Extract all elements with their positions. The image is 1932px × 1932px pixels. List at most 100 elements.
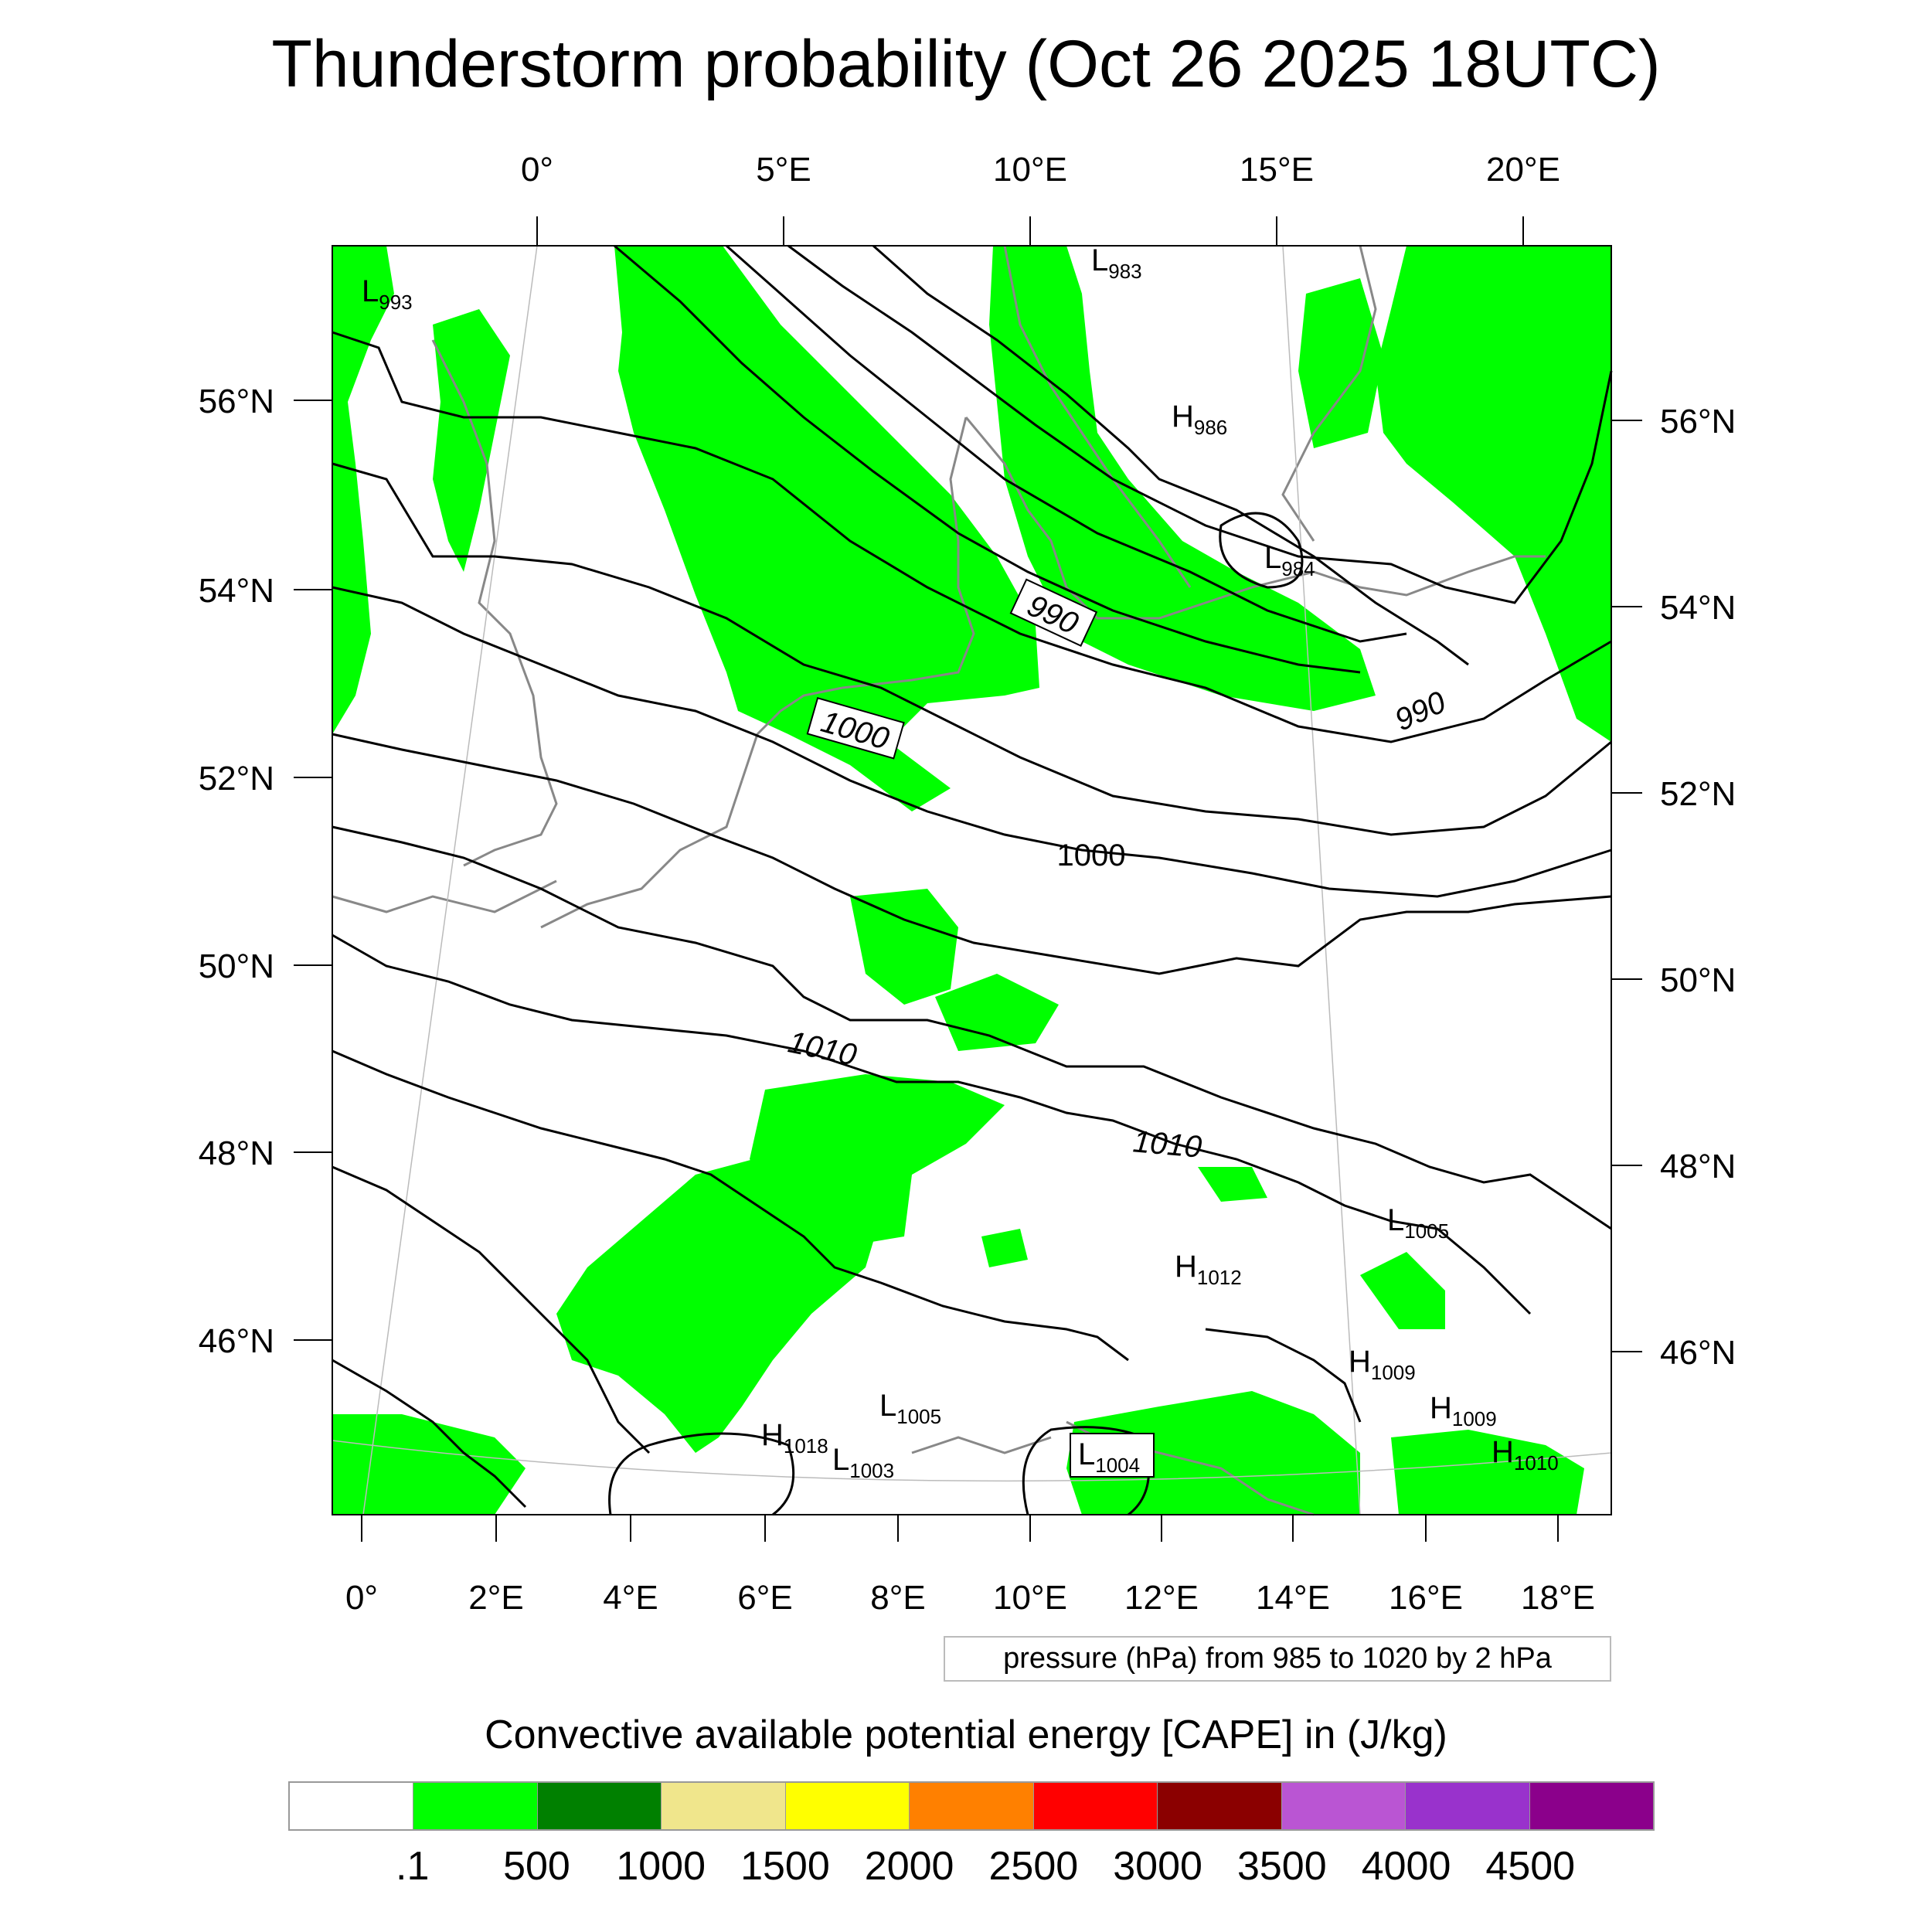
isobar-17	[1022, 1426, 1151, 1516]
pressure-center-high: H1010	[1492, 1435, 1559, 1475]
cape-area-belgium	[850, 889, 958, 1005]
colorbar-swatch	[413, 1783, 538, 1829]
isobar-8	[332, 733, 1612, 975]
left-axis-labels: 56°N 54°N 52°N 50°N 48°N 46°N	[199, 383, 274, 1360]
pressure-center-high: H1018	[761, 1418, 828, 1458]
cape-area-denmark-baltic	[989, 246, 1376, 711]
cape-area-france-south	[556, 1144, 889, 1453]
pressure-center-low: L1005	[1387, 1203, 1449, 1243]
pressure-center-low: L993	[362, 274, 413, 314]
plot-frame	[332, 245, 1612, 1515]
isobar-6	[332, 462, 1612, 836]
cape-area-hungary	[1360, 1252, 1445, 1329]
colorbar-swatch	[1281, 1783, 1406, 1829]
pressure-center-low: L984	[1264, 541, 1315, 580]
isobar-labels: 990 990 1000 1000 1010 1010	[785, 578, 1451, 1165]
bottom-lon-label: 12°E	[1124, 1579, 1199, 1617]
bottom-lon-label: 0°	[345, 1579, 378, 1617]
isobar-label-1010-b: 1010	[1131, 1124, 1202, 1165]
colorbar-swatch	[785, 1783, 910, 1829]
isobar-7	[332, 586, 1612, 898]
coastline-layer	[332, 245, 1546, 1516]
isobar-2	[726, 244, 1407, 643]
left-lat-label: 46°N	[199, 1322, 274, 1360]
colorbar-label: 4500	[1485, 1844, 1576, 1889]
pressure-center-box: L1004	[1070, 1433, 1155, 1478]
colorbar-label: 1500	[740, 1844, 830, 1889]
pressure-center-high: H1012	[1175, 1250, 1242, 1289]
cape-area-uk-west	[332, 246, 394, 734]
top-lon-label: 5°E	[756, 151, 811, 189]
colorbar-label: 2000	[864, 1844, 954, 1889]
isobar-3	[787, 244, 1613, 604]
coast-denmark	[964, 417, 1253, 620]
right-lat-label: 46°N	[1660, 1334, 1736, 1372]
colorbar-swatch	[662, 1783, 786, 1829]
coast-uk-east	[431, 339, 558, 867]
colorbar-swatch	[290, 1783, 414, 1829]
right-lat-label: 50°N	[1660, 961, 1736, 999]
left-lat-label: 54°N	[199, 572, 274, 610]
right-axis-labels: 56°N 54°N 52°N 50°N 48°N 46°N	[1660, 403, 1736, 1372]
colorbar-label: 2500	[988, 1844, 1079, 1889]
top-lon-label: 15°E	[1240, 151, 1314, 189]
pressure-centers: L993 L983 H986 L984 L1005 H1012 H1009 H1…	[362, 243, 1559, 1482]
isobar-value: 1000	[1057, 838, 1126, 872]
colorbar-label: 4000	[1361, 1844, 1451, 1889]
isobar-16	[608, 1432, 795, 1516]
cape-area-spain-northeast	[332, 1414, 526, 1515]
colorbar-swatch	[1529, 1783, 1653, 1829]
coast-baltic-east	[1281, 245, 1377, 542]
coast-france-north	[540, 780, 743, 929]
colorbar-labels: .1 500 1000 1500 2000 2500 3000 3500 4000 4500	[288, 1843, 1655, 1889]
cape-fill-layer	[332, 246, 1611, 1515]
top-lon-label: 0°	[521, 151, 553, 189]
right-lat-label: 52°N	[1660, 775, 1736, 813]
pressure-center-low: L983	[1091, 243, 1142, 283]
pressure-center-high: H1009	[1349, 1345, 1416, 1384]
coast-uk-south	[332, 879, 557, 913]
isobar-10	[332, 934, 1532, 1315]
coast-poland	[1251, 555, 1546, 597]
colorbar-swatch	[1033, 1783, 1158, 1829]
parallel-45n	[332, 1440, 1612, 1482]
isobar-12	[332, 1165, 651, 1454]
coast-sweden	[1003, 245, 1192, 588]
isobar-value: 1010	[785, 1025, 859, 1073]
pressure-center-low: L1005	[879, 1389, 941, 1428]
colorbar-label: .1	[396, 1844, 430, 1889]
cape-area-czech	[1198, 1167, 1267, 1202]
isobar-1	[614, 244, 1361, 674]
chart-title: Thunderstorm probability (Oct 26 2025 18…	[271, 27, 1661, 101]
colorbar-swatch	[910, 1783, 1034, 1829]
isobar-13	[332, 1359, 527, 1509]
cape-area-balkans	[1391, 1430, 1584, 1515]
cape-area-north-sea-band	[614, 246, 1039, 811]
isobar-layer	[332, 244, 1613, 1516]
meridian-15e	[1282, 245, 1361, 1515]
top-lon-label: 10°E	[993, 151, 1067, 189]
bottom-lon-label: 8°E	[870, 1579, 925, 1617]
left-lat-label: 56°N	[199, 383, 274, 420]
right-lat-label: 48°N	[1660, 1148, 1736, 1185]
coast-italy-west	[911, 1436, 1052, 1454]
colorbar-swatch	[1406, 1783, 1530, 1829]
bottom-lon-label: 2°E	[468, 1579, 523, 1617]
top-axis-labels: 0° 5°E 10°E 15°E 20°E	[521, 151, 1560, 189]
colorbar-title: Convective available potential energy [C…	[485, 1713, 1447, 1757]
tick-marks	[294, 216, 1642, 1542]
bottom-lon-label: 16°E	[1389, 1579, 1463, 1617]
bottom-lon-label: 18°E	[1521, 1579, 1595, 1617]
cape-area-poland-northeast	[1376, 246, 1611, 742]
isobar-label-1000-b: 1000	[1057, 838, 1126, 872]
left-lat-label: 52°N	[199, 760, 274, 798]
bottom-lon-label: 4°E	[603, 1579, 658, 1617]
bottom-axis-labels: 0° 2°E 4°E 6°E 8°E 10°E 12°E 14°E 16°E 1…	[345, 1579, 1595, 1617]
isobar-5	[332, 331, 1612, 743]
right-lat-label: 56°N	[1660, 403, 1736, 440]
colorbar	[288, 1781, 1655, 1831]
meridian-0	[362, 245, 538, 1515]
pressure-center-low: L1003	[832, 1443, 894, 1482]
cape-area-germany-south	[935, 974, 1059, 1051]
